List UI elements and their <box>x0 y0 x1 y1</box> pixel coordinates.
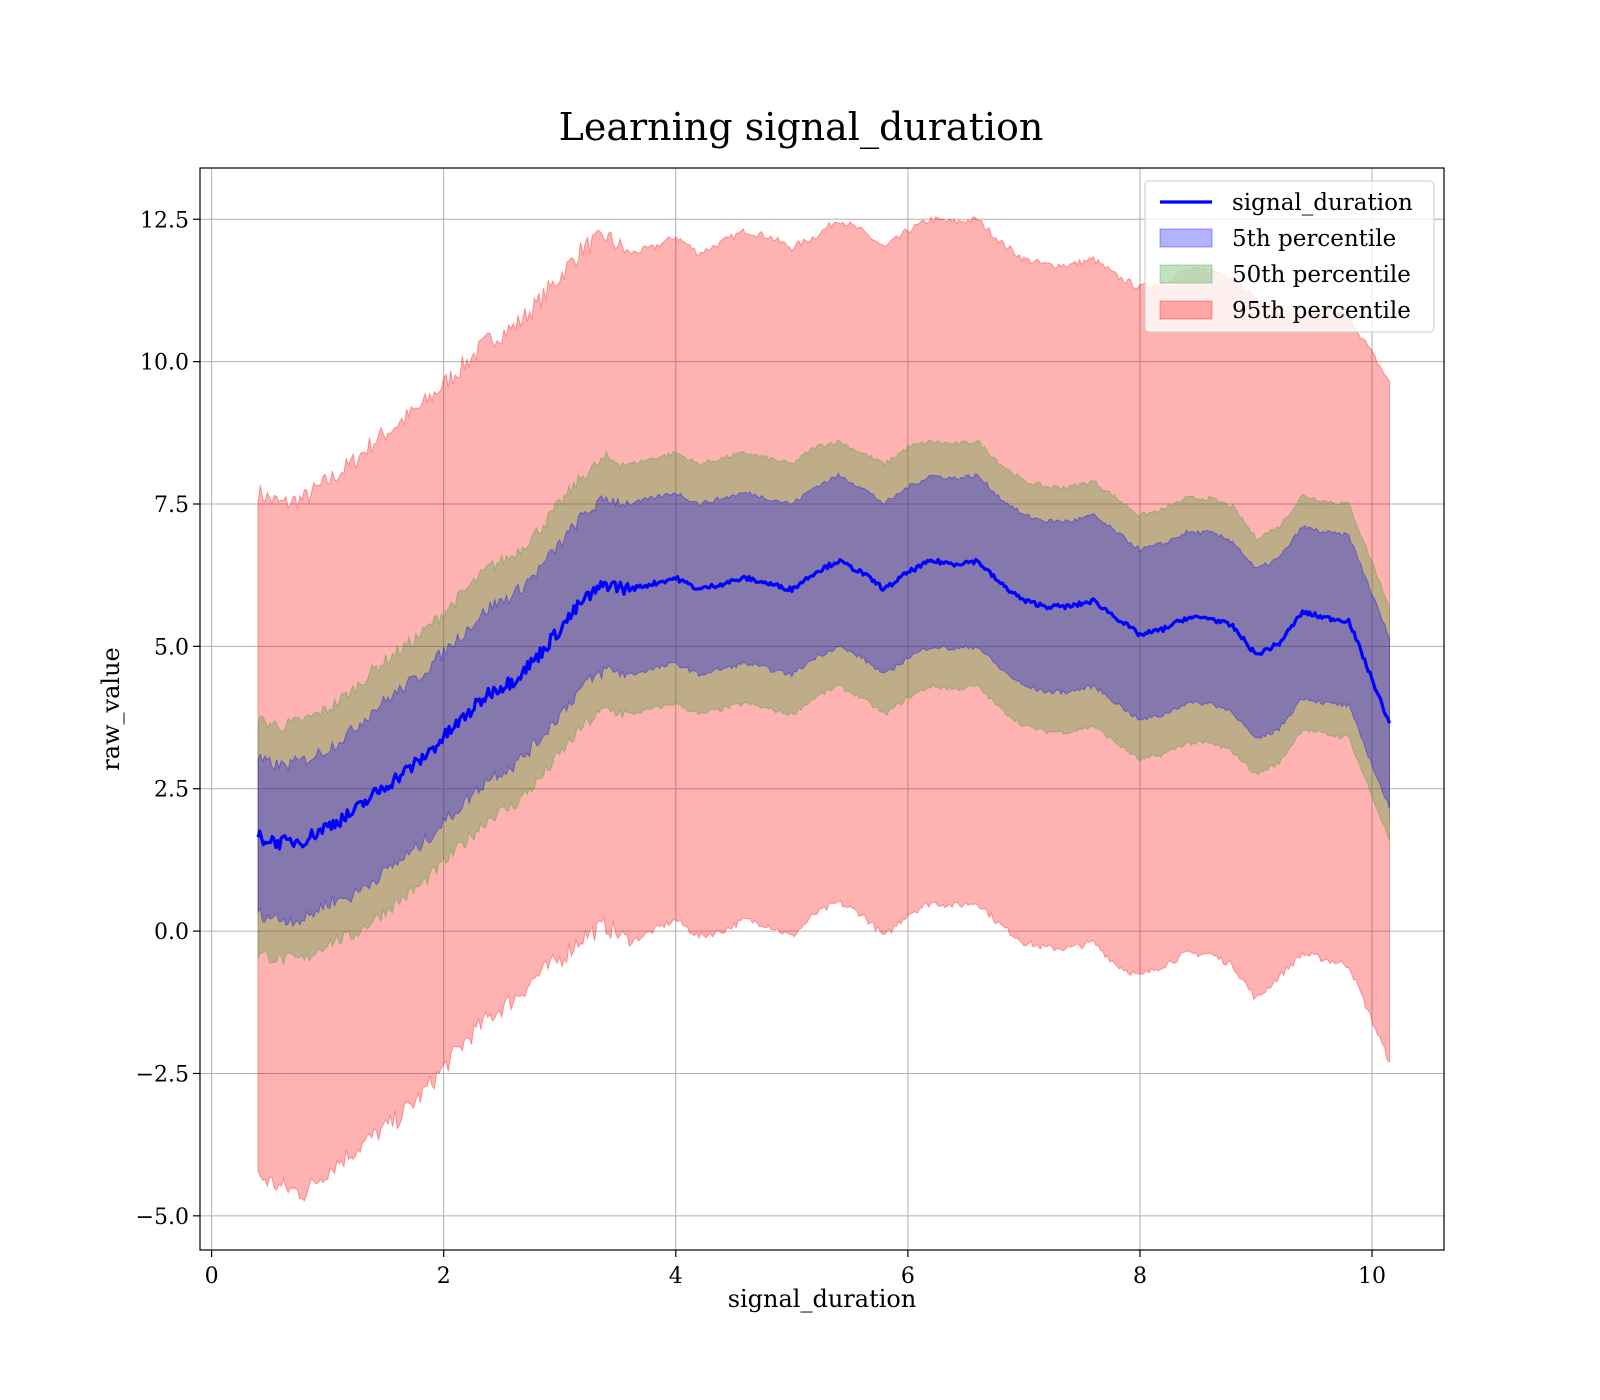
line-signal-duration <box>256 557 1392 851</box>
legend-item: signal_duration <box>1160 190 1413 216</box>
legend-patch-swatch <box>1159 228 1213 248</box>
band-50th-percentile <box>257 438 1390 965</box>
y-tick-label: −5.0 <box>136 1205 189 1230</box>
x-tick-label: 0 <box>205 1264 219 1289</box>
grid <box>200 168 1444 1250</box>
y-tick-label: 7.5 <box>154 493 189 518</box>
y-axis-ticks: −5.0 −2.5 0.0 2.5 5.0 7.5 10.0 12.5 <box>136 208 200 1230</box>
x-tick-label: 8 <box>1133 1264 1147 1289</box>
x-tick-label: 6 <box>901 1264 915 1289</box>
y-tick-label: 0.0 <box>154 920 189 945</box>
chart-title: Learning signal_duration <box>559 105 1044 150</box>
y-tick-label: −2.5 <box>136 1062 189 1087</box>
legend-frame <box>1144 180 1435 333</box>
legend: signal_duration 5th percentile 50th percen… <box>1144 180 1435 333</box>
legend-label: 5th percentile <box>1232 226 1396 252</box>
y-tick-label: 12.5 <box>140 208 189 233</box>
legend-item: 5th percentile <box>1159 226 1396 252</box>
plot-frame <box>199 167 1445 1251</box>
plot-area <box>199 167 1445 1251</box>
legend-label: 50th percentile <box>1232 262 1411 288</box>
x-tick-label: 2 <box>437 1264 451 1289</box>
x-tick-label: 10 <box>1358 1264 1386 1289</box>
percentile-bands <box>257 215 1390 1202</box>
y-tick-label: 2.5 <box>154 778 189 803</box>
legend-label: signal_duration <box>1232 190 1413 216</box>
x-tick-label: 4 <box>669 1264 683 1289</box>
y-tick-label: 10.0 <box>140 351 189 376</box>
legend-label: 95th percentile <box>1232 298 1411 324</box>
y-tick-label: 5.0 <box>154 635 189 660</box>
x-axis-label: signal_duration <box>728 1285 917 1313</box>
legend-item: 50th percentile <box>1159 262 1411 288</box>
series-lines <box>256 557 1392 851</box>
legend-item: 95th percentile <box>1159 298 1411 324</box>
plot-frame-bg <box>200 168 1444 1250</box>
band-5th-percentile <box>257 472 1390 928</box>
legend-patch-swatch <box>1159 300 1213 320</box>
legend-patch-swatch <box>1159 264 1213 284</box>
x-axis-ticks: 0 2 4 6 8 10 <box>205 1250 1386 1289</box>
band-95th-percentile <box>257 215 1390 1202</box>
y-axis-label: raw_value <box>97 647 125 771</box>
